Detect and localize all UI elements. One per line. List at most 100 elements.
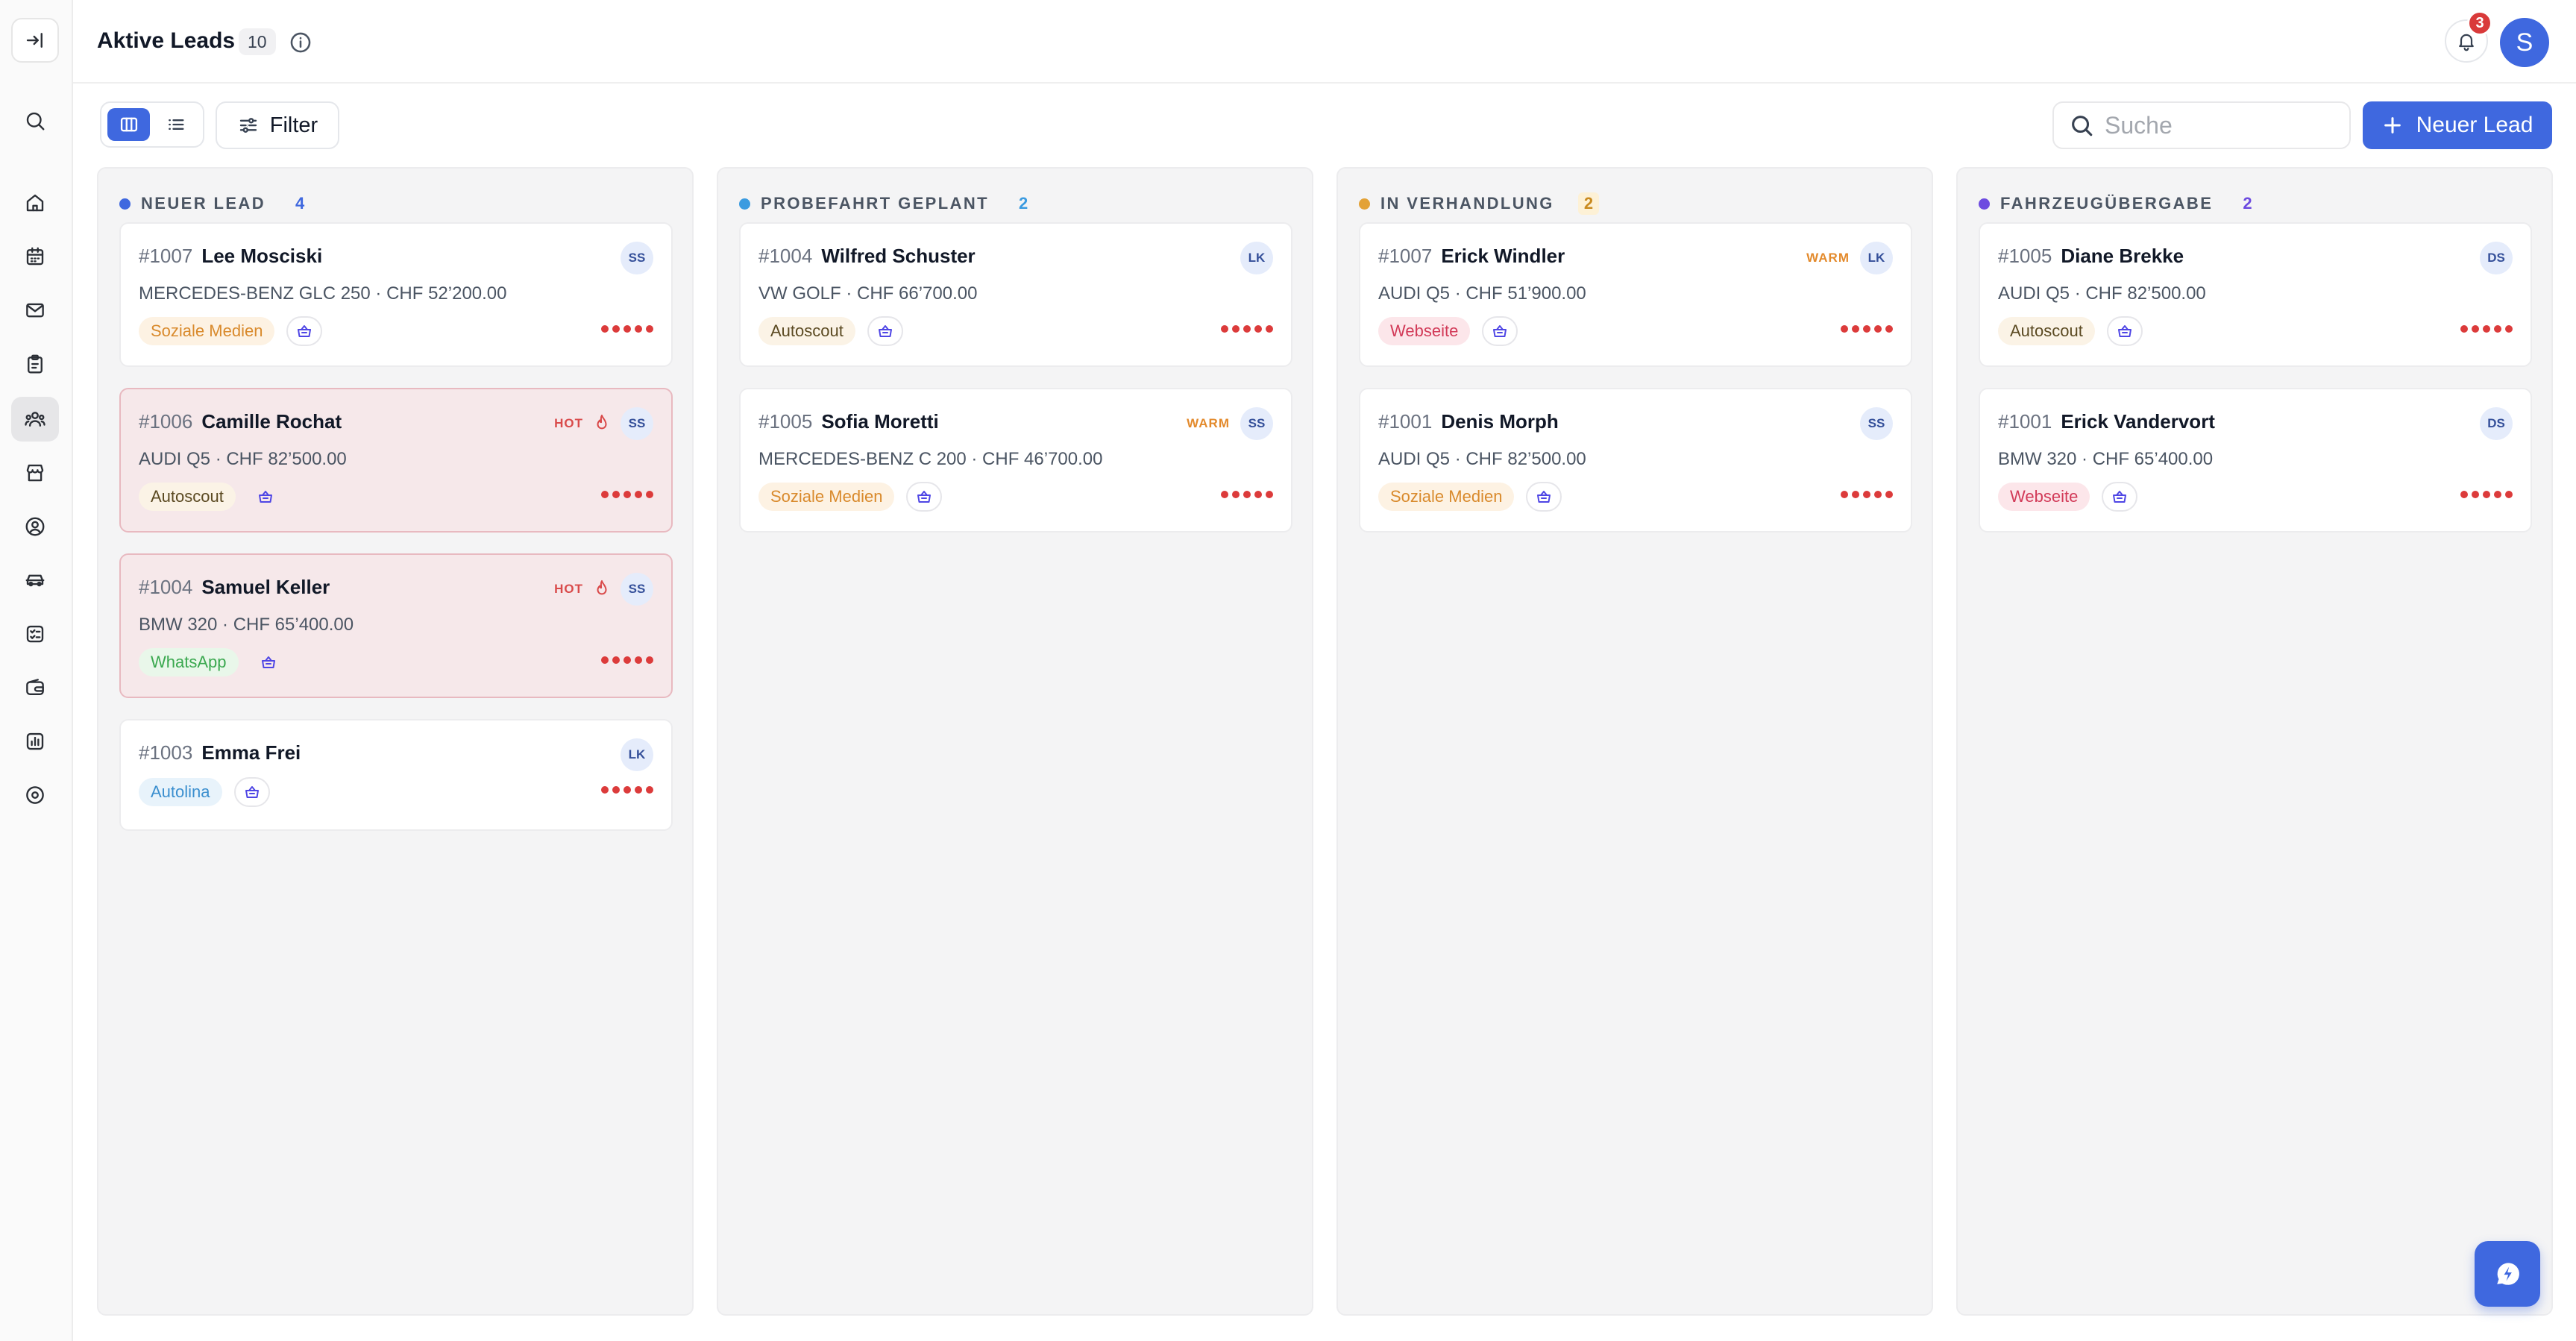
column-neuer-lead: NEUER LEAD 4 #1007 Lee Mosciski SS MERCE… [97, 167, 694, 1316]
sidebar-item-search[interactable] [11, 98, 59, 143]
lead-id: #1004 [758, 245, 813, 267]
hot-badge: HOT [554, 416, 583, 430]
card-footer: Autoscout [1998, 316, 2143, 346]
bar-chart-icon [26, 732, 44, 750]
search-field [2052, 101, 2351, 149]
lead-name: Lee Mosciski [201, 245, 323, 267]
column-probefahrt-geplant: PROBEFAHRT GEPLANT 2 #1004 Wilfred Schus… [717, 167, 1313, 1316]
lead-id: #1005 [758, 410, 813, 433]
sidebar-item-home[interactable] [11, 180, 59, 225]
card-meta: SS [1860, 407, 1893, 440]
notifications-button[interactable]: 3 [2445, 10, 2492, 63]
basket-button[interactable] [286, 316, 323, 346]
lead-name: Emma Frei [201, 741, 301, 764]
sidebar [0, 0, 73, 1341]
card-title-row: #1007 Erick Windler [1378, 245, 1565, 268]
lead-card[interactable]: #1003 Emma Frei LK Autolina [119, 719, 673, 831]
basket-button[interactable] [251, 647, 286, 677]
basket-icon [245, 786, 259, 798]
basket-button[interactable] [233, 777, 270, 807]
lead-id: #1007 [139, 245, 193, 267]
priority-rating [1221, 491, 1273, 498]
lead-card[interactable]: #1001 Erick Vandervort DS BMW 320 · CHF … [1979, 388, 2532, 533]
sidebar-item-tasks[interactable] [11, 342, 59, 386]
column-title: IN VERHANDLUNG [1380, 194, 1554, 213]
card-title-row: #1001 Erick Vandervort [1998, 410, 2215, 433]
lead-card[interactable]: #1004 Wilfred Schuster LK VW GOLF · CHF … [739, 222, 1292, 367]
card-meta: LK [1240, 242, 1273, 274]
column-count: 4 [295, 194, 305, 213]
lead-card[interactable]: #1005 Diane Brekke DS AUDI Q5 · CHF 82’5… [1979, 222, 2532, 367]
column-header: NEUER LEAD 4 [119, 192, 310, 215]
basket-button[interactable] [1482, 316, 1518, 346]
lead-id: #1007 [1378, 245, 1433, 267]
collapse-sidebar-button[interactable] [11, 18, 59, 63]
basket-button[interactable] [248, 482, 283, 512]
column-title: FAHRZEUGÜBERGABE [2000, 194, 2214, 213]
card-footer: Webseite [1378, 316, 1518, 346]
lead-card[interactable]: #1007 Erick Windler WARM LK AUDI Q5 · CH… [1359, 222, 1912, 367]
lead-card[interactable]: #1001 Denis Morph SS AUDI Q5 · CHF 82’50… [1359, 388, 1912, 533]
source-tag: Soziale Medien [139, 317, 275, 345]
priority-rating [1221, 325, 1273, 333]
list-view-button[interactable] [154, 108, 197, 141]
column-header: FAHRZEUGÜBERGABE 2 [1979, 192, 2258, 215]
user-circle-icon [25, 517, 45, 536]
sidebar-item-wallet[interactable] [11, 665, 59, 710]
basket-button[interactable] [906, 482, 943, 512]
source-tag: Soziale Medien [758, 483, 895, 511]
flame-icon [597, 414, 607, 430]
lead-card[interactable]: #1007 Lee Mosciski SS MERCEDES-BENZ GLC … [119, 222, 673, 367]
source-tag: Autolina [139, 778, 222, 806]
column-title: NEUER LEAD [141, 194, 266, 213]
lead-card[interactable]: #1006 Camille Rochat HOT SS AUDI Q5 · CH… [119, 388, 673, 533]
column-header: PROBEFAHRT GEPLANT 2 [739, 192, 1034, 215]
board-view-button[interactable] [107, 108, 150, 141]
sidebar-item-leads[interactable] [11, 397, 59, 442]
sidebar-item-settings[interactable] [11, 773, 59, 817]
status-dot [119, 198, 131, 210]
lead-name: Sofia Moretti [821, 410, 939, 433]
column-header: IN VERHANDLUNG 2 [1359, 192, 1600, 215]
card-footer: Webseite [1998, 482, 2138, 512]
card-footer: Autoscout [139, 482, 283, 512]
sidebar-item-calendar[interactable] [11, 234, 59, 279]
lead-name: Erick Windler [1441, 245, 1565, 267]
sidebar-item-inbox[interactable] [11, 288, 59, 333]
sliders-icon [239, 118, 257, 133]
lead-name: Diane Brekke [2061, 245, 2184, 267]
basket-button[interactable] [867, 316, 903, 346]
sidebar-item-checklist[interactable] [11, 612, 59, 656]
sidebar-item-store[interactable] [11, 450, 59, 495]
new-lead-button[interactable]: Neuer Lead [2363, 101, 2552, 149]
priority-rating [601, 491, 653, 498]
home-icon [26, 194, 44, 212]
basket-button[interactable] [2106, 316, 2143, 346]
card-meta: HOT SS [554, 573, 653, 606]
user-avatar[interactable]: S [2500, 18, 2549, 67]
info-button[interactable] [288, 30, 313, 55]
sidebar-item-vehicles[interactable] [11, 558, 59, 603]
basket-icon [917, 491, 932, 503]
filter-button[interactable]: Filter [216, 101, 339, 149]
lead-card[interactable]: #1004 Samuel Keller HOT SS BMW 320 · CHF… [119, 553, 673, 698]
search-input[interactable] [2105, 111, 2328, 139]
source-tag: Autoscout [1998, 317, 2095, 345]
assignee-avatar: SS [1240, 407, 1273, 440]
source-tag: WhatsApp [139, 648, 239, 676]
column-title: PROBEFAHRT GEPLANT [761, 194, 989, 213]
lead-card[interactable]: #1005 Sofia Moretti WARM SS MERCEDES-BEN… [739, 388, 1292, 533]
basket-icon [1537, 491, 1551, 503]
chat-button[interactable] [2475, 1241, 2540, 1307]
card-footer: WhatsApp [139, 647, 286, 677]
sidebar-item-contacts[interactable] [11, 504, 59, 549]
vehicle-info: MERCEDES-BENZ GLC 250 · CHF 52’200.00 [139, 283, 507, 304]
lead-name: Camille Rochat [201, 410, 342, 433]
basket-button[interactable] [1526, 482, 1562, 512]
assignee-avatar: SS [621, 407, 653, 440]
vehicle-info: AUDI Q5 · CHF 82’500.00 [1378, 449, 1586, 469]
sidebar-item-reports[interactable] [11, 719, 59, 764]
basket-button[interactable] [2102, 482, 2138, 512]
column-in-verhandlung: IN VERHANDLUNG 2 #1007 Erick Windler WAR… [1336, 167, 1933, 1316]
flame-icon [597, 580, 607, 595]
